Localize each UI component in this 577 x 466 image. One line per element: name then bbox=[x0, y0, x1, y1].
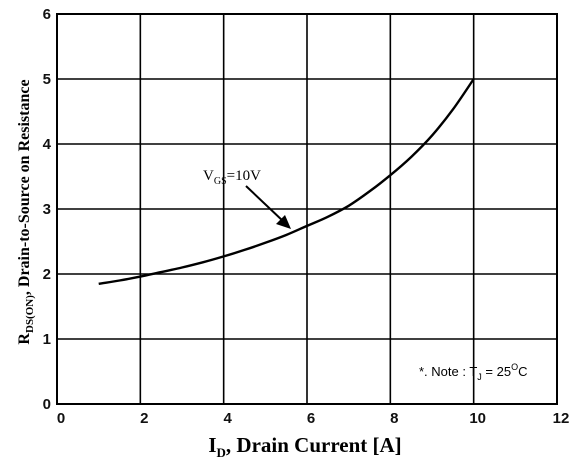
note-prefix: *. Note : T bbox=[419, 364, 477, 379]
y-tick-label: 6 bbox=[43, 6, 51, 23]
x-tick-label: 8 bbox=[390, 410, 398, 427]
series-annotation-label: VGS=10V bbox=[203, 168, 261, 187]
y-tick-label: 4 bbox=[43, 136, 52, 153]
x-tick-label: 0 bbox=[57, 410, 65, 427]
annotation-v: V bbox=[203, 168, 214, 184]
series-line-vgs-10v bbox=[98, 78, 475, 285]
y-axis-title-sub: DS(ON) bbox=[24, 295, 36, 333]
x-axis-title: ID, Drain Current [A] bbox=[208, 433, 401, 460]
x-tick-label: 12 bbox=[553, 410, 570, 427]
x-tick-label: 4 bbox=[223, 410, 232, 427]
temperature-note: *. Note : TJ = 25OC bbox=[419, 362, 527, 382]
y-tick-label: 5 bbox=[43, 71, 51, 88]
note-sup-degree: O bbox=[511, 362, 518, 372]
note-suffix: C bbox=[518, 364, 527, 379]
x-axis-title-rest: , Drain Current [A] bbox=[226, 433, 402, 457]
x-tick-label: 6 bbox=[307, 410, 315, 427]
y-tick-label: 1 bbox=[43, 331, 51, 348]
y-axis-title: RDS(ON), Drain-to-Source on Resistance bbox=[16, 79, 36, 344]
y-tick-label: 0 bbox=[43, 396, 51, 413]
plot-area-frame bbox=[56, 13, 558, 405]
y-axis-tick-labels: 0 1 2 3 4 5 6 bbox=[43, 6, 52, 413]
annotation-rest: =10V bbox=[227, 168, 261, 184]
x-axis-tick-labels: 0 2 4 6 8 10 12 bbox=[57, 410, 570, 427]
x-axis-title-main: I bbox=[208, 433, 216, 457]
annotation-arrow-line bbox=[245, 185, 285, 223]
y-tick-label: 3 bbox=[43, 201, 51, 218]
grid-lines bbox=[57, 14, 557, 404]
x-tick-label: 2 bbox=[140, 410, 148, 427]
y-tick-label: 2 bbox=[43, 266, 51, 283]
x-tick-label: 10 bbox=[469, 410, 486, 427]
y-axis-title-main: R bbox=[16, 333, 33, 345]
x-axis-title-sub: D bbox=[217, 445, 226, 460]
note-sub-j: J bbox=[477, 372, 482, 382]
y-axis-title-rest: , Drain-to-Source on Resistance bbox=[16, 79, 33, 295]
note-mid: = 25 bbox=[482, 364, 511, 379]
annotation-arrow-head bbox=[276, 215, 291, 229]
annotation-sub-gs: GS bbox=[214, 176, 227, 187]
